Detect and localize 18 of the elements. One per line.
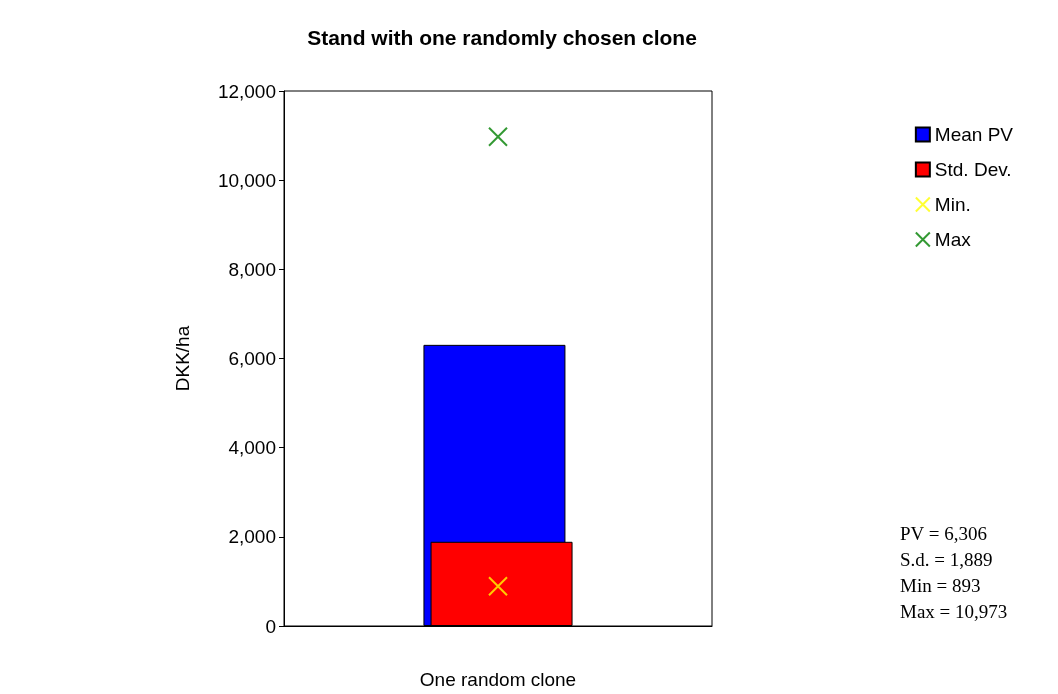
- x-axis-title: One random clone: [419, 669, 577, 690]
- legend-label: Min.: [934, 194, 971, 215]
- text: S.d. = 1,889: [900, 548, 993, 570]
- y-tick-label: 10,000: [217, 169, 276, 191]
- text: Max = 10,973: [900, 600, 1008, 622]
- y-tick-label: 2,000: [228, 526, 276, 548]
- y-tick-label: 0: [265, 615, 276, 637]
- y-tick-label: 8,000: [228, 258, 276, 280]
- text: Min = 893: [900, 574, 981, 596]
- y-tick-label: 6,000: [228, 348, 276, 369]
- legend-label: Std. Dev.: [934, 159, 1012, 180]
- legend-label: Max: [934, 229, 972, 250]
- y-tick-label: 12,000: [217, 80, 276, 102]
- legend-label: Mean PV: [934, 124, 1014, 145]
- y-axis-title: DKK/ha: [172, 325, 193, 392]
- text: PV = 6,306: [900, 522, 987, 544]
- y-tick-label: 4,000: [228, 437, 276, 459]
- chart-title: Stand with one randomly chosen clone: [307, 26, 697, 49]
